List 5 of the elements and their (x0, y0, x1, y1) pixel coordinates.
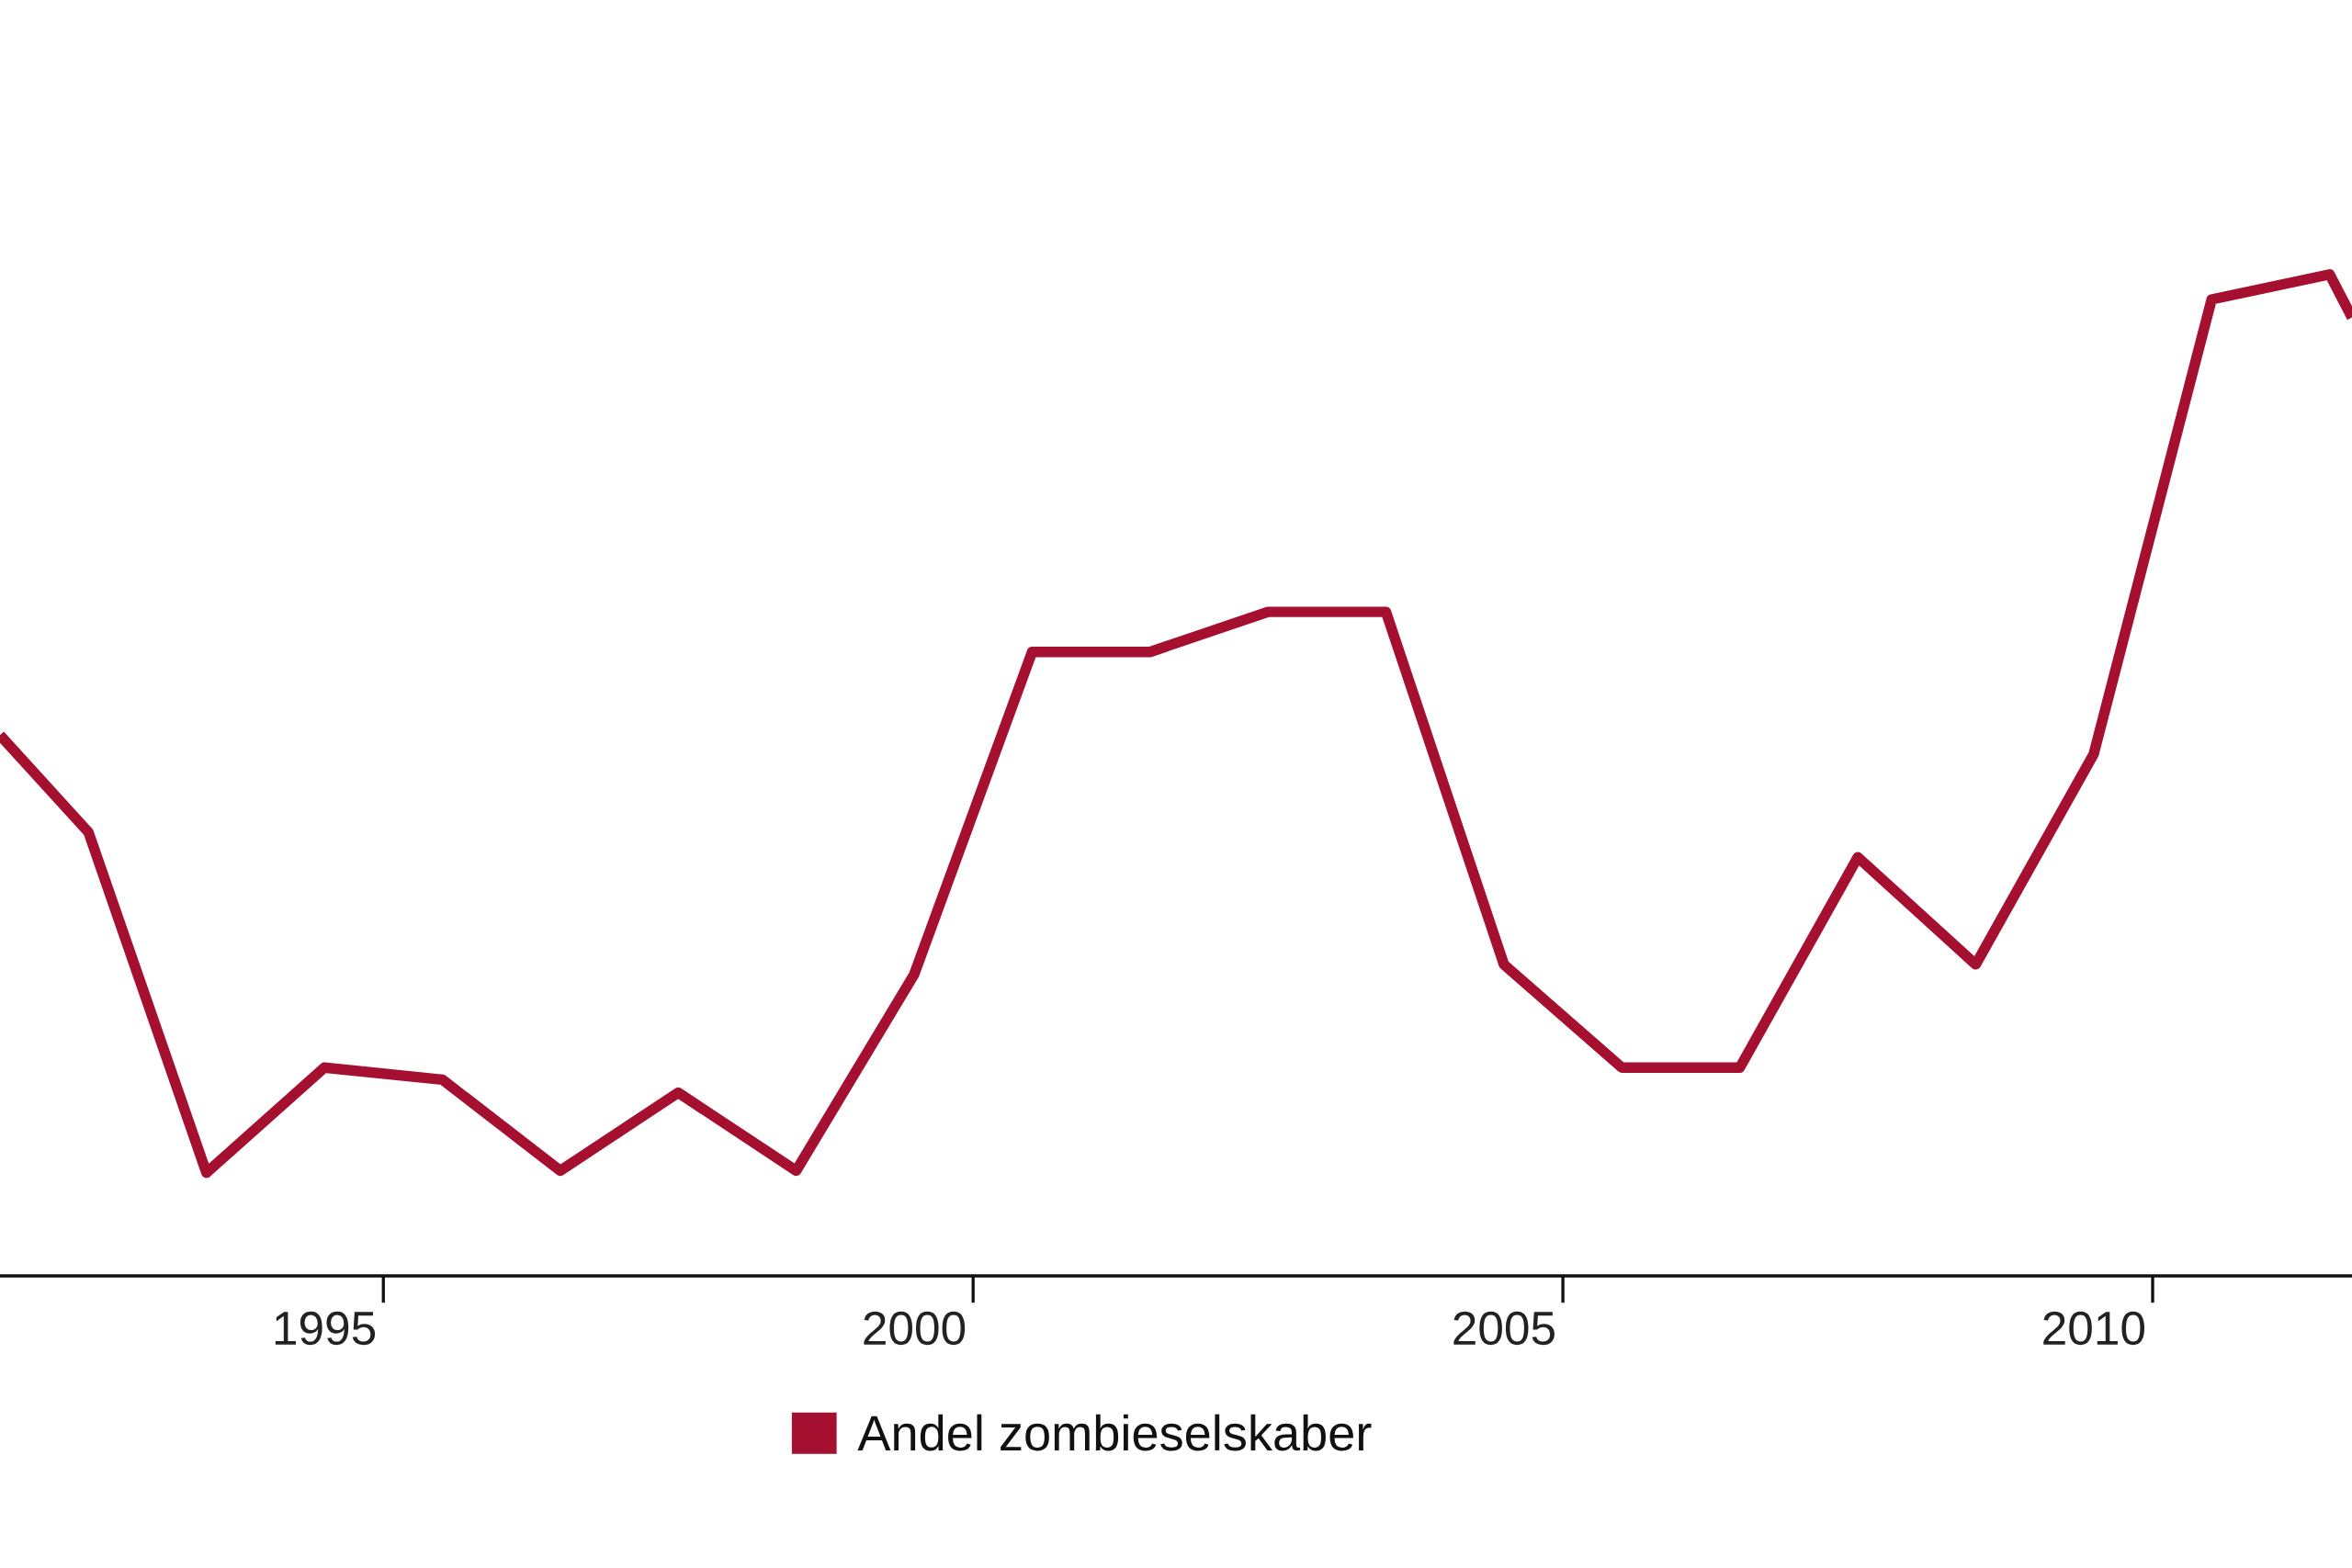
x-tick-label: 2005 (1453, 1311, 1555, 1346)
x-tick-label: 1995 (275, 1311, 376, 1346)
x-tick-label: 2000 (864, 1311, 966, 1346)
legend-label: Andel zombieselskaber (857, 1414, 1372, 1451)
x-tick-label: 2010 (2043, 1311, 2144, 1346)
